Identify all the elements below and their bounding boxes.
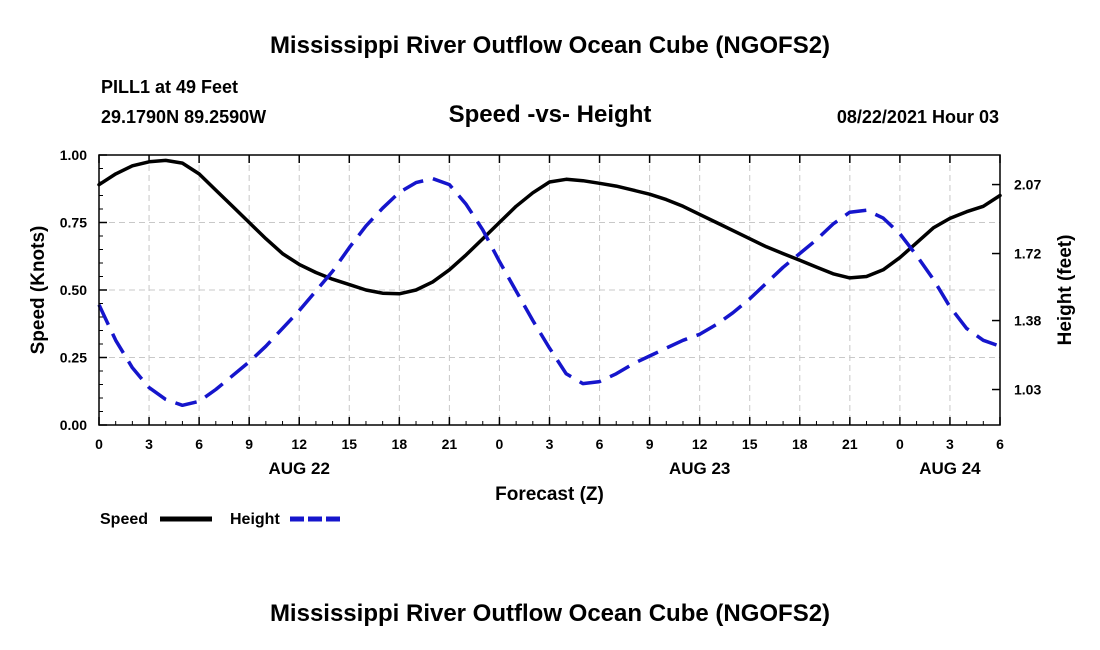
forecast-datetime: 08/22/2021 Hour 03: [836, 107, 999, 127]
x-tick-label: 0: [496, 436, 504, 452]
y2-tick-label: 2.07: [1014, 177, 1041, 193]
x-tick-label: 9: [646, 436, 654, 452]
x-tick-label: 9: [245, 436, 253, 452]
x-tick-label: 12: [692, 436, 708, 452]
y2-tick-label: 1.38: [1014, 313, 1041, 329]
axes-group: 0 3 6 9 12 15 18 21 0 3 6 9 12 15 18 21 0 3 6 0.00 0.25 0.50 0…: [28, 147, 1076, 505]
date-label: AUG 24: [919, 459, 981, 478]
y2-tick-label: 1.03: [1014, 382, 1041, 398]
x-tick-label: 18: [792, 436, 808, 452]
legend-label-speed: Speed: [100, 511, 148, 528]
chart-title-bottom: Mississippi River Outflow Ocean Cube (NG…: [269, 600, 831, 627]
x-tick-label: 6: [996, 436, 1004, 452]
y-tick-label: 0.75: [60, 215, 87, 231]
legend-label-height: Height: [230, 511, 280, 528]
series-line-height: [97, 176, 1001, 408]
date-label: AUG 23: [669, 459, 730, 478]
x-tick-label: 0: [896, 436, 904, 452]
station-coordinates: 29.1790N 89.2590W: [101, 107, 267, 127]
x-tick-label: 6: [596, 436, 604, 452]
y2-tick-label: 1.72: [1014, 246, 1041, 262]
y-tick-label: 0.00: [60, 417, 87, 433]
x-tick-label: 0: [95, 436, 103, 452]
series-line-speed: [97, 158, 1002, 296]
date-label: AUG 22: [269, 459, 330, 478]
x-tick-label: 3: [546, 436, 554, 452]
y-tick-label: 0.25: [60, 350, 87, 366]
x-tick-label: 15: [341, 436, 357, 452]
x-tick-label: 21: [842, 436, 858, 452]
chart-title-top: Mississippi River Outflow Ocean Cube (NG…: [269, 32, 831, 59]
y-tick-label: 0.50: [60, 282, 87, 298]
x-axis-title: Forecast (Z): [495, 484, 604, 505]
x-tick-label: 3: [946, 436, 954, 452]
x-tick-label: 21: [442, 436, 458, 452]
x-tick-label: 18: [392, 436, 408, 452]
chart-subtitle: Speed -vs- Height: [448, 101, 652, 128]
station-label: PILL1 at 49 Feet: [101, 77, 239, 97]
x-tick-label: 6: [195, 436, 203, 452]
x-tick-label: 15: [742, 436, 758, 452]
series-group: [97, 158, 1002, 408]
y-tick-label: 1.00: [60, 147, 87, 163]
grid-lines: [99, 155, 1000, 425]
x-tick-label: 3: [145, 436, 153, 452]
y2-axis-title: Height (feet): [1055, 235, 1076, 346]
y-axis-title: Speed (Knots): [28, 226, 49, 355]
legend: Speed Height: [100, 511, 342, 528]
x-tick-label: 12: [291, 436, 307, 452]
